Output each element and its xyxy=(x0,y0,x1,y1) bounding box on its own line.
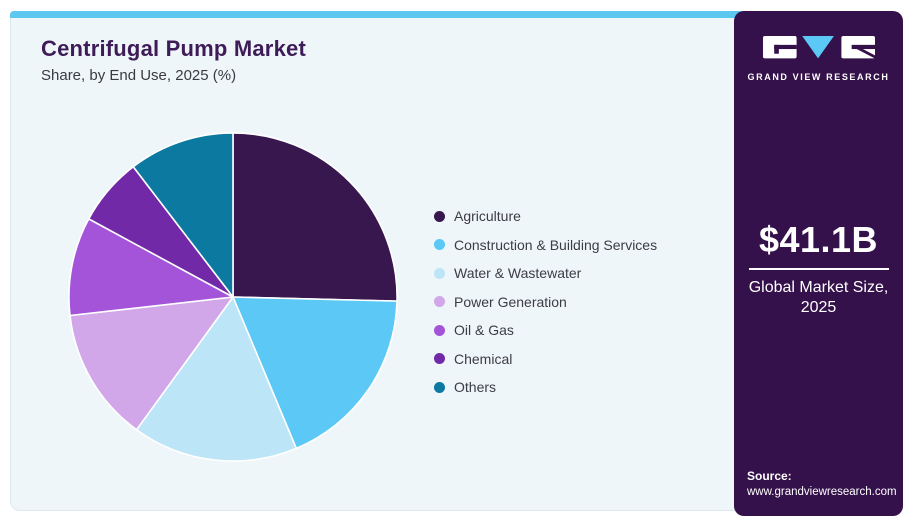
pie-slice xyxy=(135,296,298,462)
source-block: Source: www.grandviewresearch.com xyxy=(747,469,897,498)
brand-sidebar: GRAND VIEW RESEARCH $41.1B Global Market… xyxy=(734,11,903,516)
pie-svg xyxy=(68,132,398,462)
chart-header: Centrifugal Pump Market Share, by End Us… xyxy=(41,36,306,84)
gvr-logo-text: GRAND VIEW RESEARCH xyxy=(747,72,890,82)
pie-slice xyxy=(69,296,234,431)
legend-bullet-power xyxy=(434,296,445,308)
divider xyxy=(748,268,889,270)
legend-label: Agriculture xyxy=(454,208,521,225)
legend-bullet-construction xyxy=(434,239,445,251)
pie-slice xyxy=(68,218,234,317)
legend-bullet-oil-gas xyxy=(434,324,445,336)
legend-item: Others xyxy=(434,373,657,402)
legend-label: Power Generation xyxy=(454,293,567,310)
legend-label: Construction & Building Services xyxy=(454,236,658,253)
pie-slice xyxy=(232,132,398,302)
source-label: Source: xyxy=(747,469,792,483)
market-size-label: Global Market Size, xyxy=(748,279,889,296)
pie-slice xyxy=(232,296,398,450)
legend-bullet-water xyxy=(434,267,445,279)
accent-bar xyxy=(10,11,745,18)
page-title: Centrifugal Pump Market xyxy=(41,36,306,61)
legend-label: Chemical xyxy=(454,350,513,367)
legend-bullet-agriculture xyxy=(434,210,445,222)
page-subtitle: Share, by End Use, 2025 (%) xyxy=(41,67,237,84)
market-size-value: $41.1B xyxy=(758,219,879,260)
pie-chart xyxy=(65,129,401,465)
market-size-callout: $41.1B Global Market Size, 2025 xyxy=(734,219,903,318)
legend-item: Chemical xyxy=(434,345,657,374)
gvr-logo-icon xyxy=(762,36,875,59)
legend: Agriculture Construction & Building Serv… xyxy=(434,202,657,402)
source-url[interactable]: www.grandviewresearch.com xyxy=(747,486,897,498)
legend-label: Water & Wastewater xyxy=(454,265,582,282)
pie-slice xyxy=(132,132,234,298)
legend-item: Water & Wastewater xyxy=(434,259,657,288)
market-size-year: 2025 xyxy=(800,299,837,316)
legend-item: Oil & Gas xyxy=(434,316,657,345)
legend-label: Oil & Gas xyxy=(454,322,514,339)
legend-item: Agriculture xyxy=(434,202,657,231)
chart-card: Centrifugal Pump Market Share, by End Us… xyxy=(10,11,745,511)
legend-item: Construction & Building Services xyxy=(434,231,657,260)
legend-bullet-chemical xyxy=(434,353,445,365)
legend-bullet-others xyxy=(434,381,445,393)
gvr-logo: GRAND VIEW RESEARCH xyxy=(734,33,903,82)
legend-label: Others xyxy=(454,379,497,396)
legend-item: Power Generation xyxy=(434,288,657,317)
